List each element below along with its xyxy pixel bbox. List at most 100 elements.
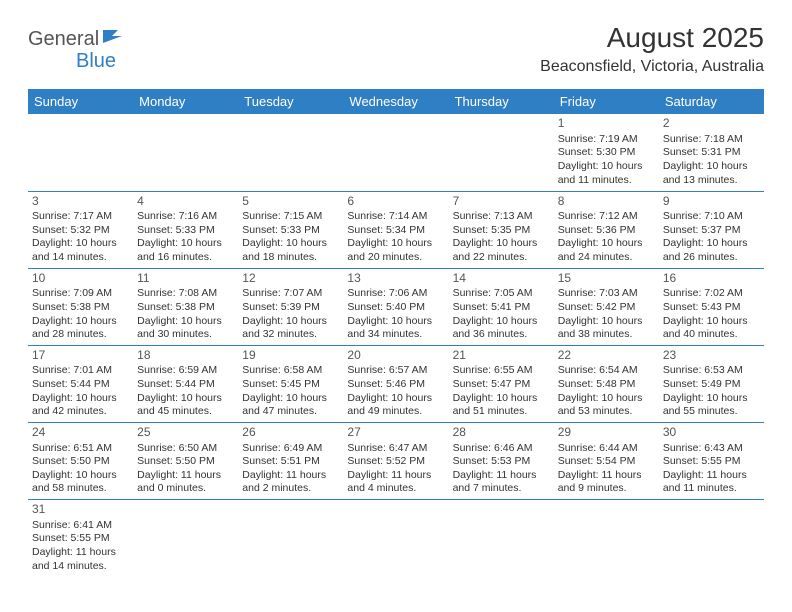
day-number: 17 (32, 348, 129, 364)
calendar-cell: 4Sunrise: 7:16 AMSunset: 5:33 PMDaylight… (133, 191, 238, 268)
calendar-cell-empty (449, 114, 554, 191)
daylight-text: Daylight: 10 hours (242, 315, 339, 329)
sunset-text: Sunset: 5:38 PM (32, 301, 129, 315)
calendar-row: 17Sunrise: 7:01 AMSunset: 5:44 PMDayligh… (28, 345, 764, 422)
calendar-cell-empty (238, 500, 343, 577)
sunset-text: Sunset: 5:43 PM (663, 301, 760, 315)
sunrise-text: Sunrise: 7:07 AM (242, 287, 339, 301)
daylight-text: and 45 minutes. (137, 405, 234, 419)
sunset-text: Sunset: 5:42 PM (558, 301, 655, 315)
sunrise-text: Sunrise: 7:19 AM (558, 133, 655, 147)
sunrise-text: Sunrise: 6:47 AM (347, 442, 444, 456)
calendar-cell-empty (238, 114, 343, 191)
sunrise-text: Sunrise: 7:08 AM (137, 287, 234, 301)
sunset-text: Sunset: 5:45 PM (242, 378, 339, 392)
day-number: 21 (453, 348, 550, 364)
calendar-row: 31Sunrise: 6:41 AMSunset: 5:55 PMDayligh… (28, 500, 764, 577)
calendar-cell: 19Sunrise: 6:58 AMSunset: 5:45 PMDayligh… (238, 345, 343, 422)
sunset-text: Sunset: 5:39 PM (242, 301, 339, 315)
daylight-text: and 14 minutes. (32, 560, 129, 574)
sunset-text: Sunset: 5:49 PM (663, 378, 760, 392)
sunset-text: Sunset: 5:36 PM (558, 224, 655, 238)
daylight-text: Daylight: 10 hours (663, 315, 760, 329)
sunrise-text: Sunrise: 7:05 AM (453, 287, 550, 301)
day-number: 12 (242, 271, 339, 287)
calendar-cell: 7Sunrise: 7:13 AMSunset: 5:35 PMDaylight… (449, 191, 554, 268)
weekday-header: Saturday (659, 89, 764, 114)
daylight-text: Daylight: 10 hours (663, 392, 760, 406)
daylight-text: Daylight: 10 hours (453, 237, 550, 251)
daylight-text: and 34 minutes. (347, 328, 444, 342)
calendar-cell: 15Sunrise: 7:03 AMSunset: 5:42 PMDayligh… (554, 268, 659, 345)
calendar-cell: 31Sunrise: 6:41 AMSunset: 5:55 PMDayligh… (28, 500, 133, 577)
weekday-header: Sunday (28, 89, 133, 114)
daylight-text: Daylight: 10 hours (453, 315, 550, 329)
daylight-text: Daylight: 10 hours (558, 315, 655, 329)
logo-text-general: General (28, 28, 99, 51)
day-number: 11 (137, 271, 234, 287)
sunrise-text: Sunrise: 6:57 AM (347, 364, 444, 378)
sunset-text: Sunset: 5:32 PM (32, 224, 129, 238)
sunrise-text: Sunrise: 7:01 AM (32, 364, 129, 378)
calendar-cell: 9Sunrise: 7:10 AMSunset: 5:37 PMDaylight… (659, 191, 764, 268)
sunset-text: Sunset: 5:44 PM (137, 378, 234, 392)
title-block: August 2025 Beaconsfield, Victoria, Aust… (540, 22, 764, 76)
sunset-text: Sunset: 5:50 PM (137, 455, 234, 469)
calendar-row: 10Sunrise: 7:09 AMSunset: 5:38 PMDayligh… (28, 268, 764, 345)
daylight-text: and 40 minutes. (663, 328, 760, 342)
sunrise-text: Sunrise: 6:51 AM (32, 442, 129, 456)
sunset-text: Sunset: 5:44 PM (32, 378, 129, 392)
sunset-text: Sunset: 5:51 PM (242, 455, 339, 469)
daylight-text: Daylight: 10 hours (242, 392, 339, 406)
sunset-text: Sunset: 5:54 PM (558, 455, 655, 469)
sunset-text: Sunset: 5:53 PM (453, 455, 550, 469)
sunset-text: Sunset: 5:30 PM (558, 146, 655, 160)
day-number: 19 (242, 348, 339, 364)
sunrise-text: Sunrise: 7:02 AM (663, 287, 760, 301)
daylight-text: Daylight: 10 hours (137, 237, 234, 251)
calendar-cell: 2Sunrise: 7:18 AMSunset: 5:31 PMDaylight… (659, 114, 764, 191)
calendar-cell: 25Sunrise: 6:50 AMSunset: 5:50 PMDayligh… (133, 422, 238, 499)
calendar-cell: 6Sunrise: 7:14 AMSunset: 5:34 PMDaylight… (343, 191, 448, 268)
sunset-text: Sunset: 5:47 PM (453, 378, 550, 392)
daylight-text: and 24 minutes. (558, 251, 655, 265)
sunrise-text: Sunrise: 7:10 AM (663, 210, 760, 224)
daylight-text: and 2 minutes. (242, 482, 339, 496)
daylight-text: and 47 minutes. (242, 405, 339, 419)
sunset-text: Sunset: 5:33 PM (137, 224, 234, 238)
logo: General (28, 28, 124, 51)
calendar-cell: 12Sunrise: 7:07 AMSunset: 5:39 PMDayligh… (238, 268, 343, 345)
sunrise-text: Sunrise: 6:54 AM (558, 364, 655, 378)
sunrise-text: Sunrise: 7:13 AM (453, 210, 550, 224)
daylight-text: Daylight: 10 hours (347, 392, 444, 406)
daylight-text: Daylight: 10 hours (663, 160, 760, 174)
calendar-cell: 27Sunrise: 6:47 AMSunset: 5:52 PMDayligh… (343, 422, 448, 499)
sunset-text: Sunset: 5:50 PM (32, 455, 129, 469)
daylight-text: and 28 minutes. (32, 328, 129, 342)
sunrise-text: Sunrise: 7:18 AM (663, 133, 760, 147)
calendar-cell: 28Sunrise: 6:46 AMSunset: 5:53 PMDayligh… (449, 422, 554, 499)
calendar-cell-empty (133, 114, 238, 191)
weekday-header-row: SundayMondayTuesdayWednesdayThursdayFrid… (28, 89, 764, 114)
sunset-text: Sunset: 5:46 PM (347, 378, 444, 392)
sunrise-text: Sunrise: 6:50 AM (137, 442, 234, 456)
daylight-text: and 32 minutes. (242, 328, 339, 342)
sunset-text: Sunset: 5:34 PM (347, 224, 444, 238)
daylight-text: and 11 minutes. (558, 174, 655, 188)
calendar-cell: 13Sunrise: 7:06 AMSunset: 5:40 PMDayligh… (343, 268, 448, 345)
daylight-text: and 14 minutes. (32, 251, 129, 265)
daylight-text: and 9 minutes. (558, 482, 655, 496)
day-number: 29 (558, 425, 655, 441)
day-number: 28 (453, 425, 550, 441)
daylight-text: and 51 minutes. (453, 405, 550, 419)
daylight-text: Daylight: 10 hours (453, 392, 550, 406)
day-number: 7 (453, 194, 550, 210)
daylight-text: and 0 minutes. (137, 482, 234, 496)
sunrise-text: Sunrise: 7:06 AM (347, 287, 444, 301)
sunset-text: Sunset: 5:35 PM (453, 224, 550, 238)
day-number: 4 (137, 194, 234, 210)
daylight-text: and 16 minutes. (137, 251, 234, 265)
calendar-table: SundayMondayTuesdayWednesdayThursdayFrid… (28, 89, 764, 577)
sunrise-text: Sunrise: 6:43 AM (663, 442, 760, 456)
daylight-text: and 13 minutes. (663, 174, 760, 188)
